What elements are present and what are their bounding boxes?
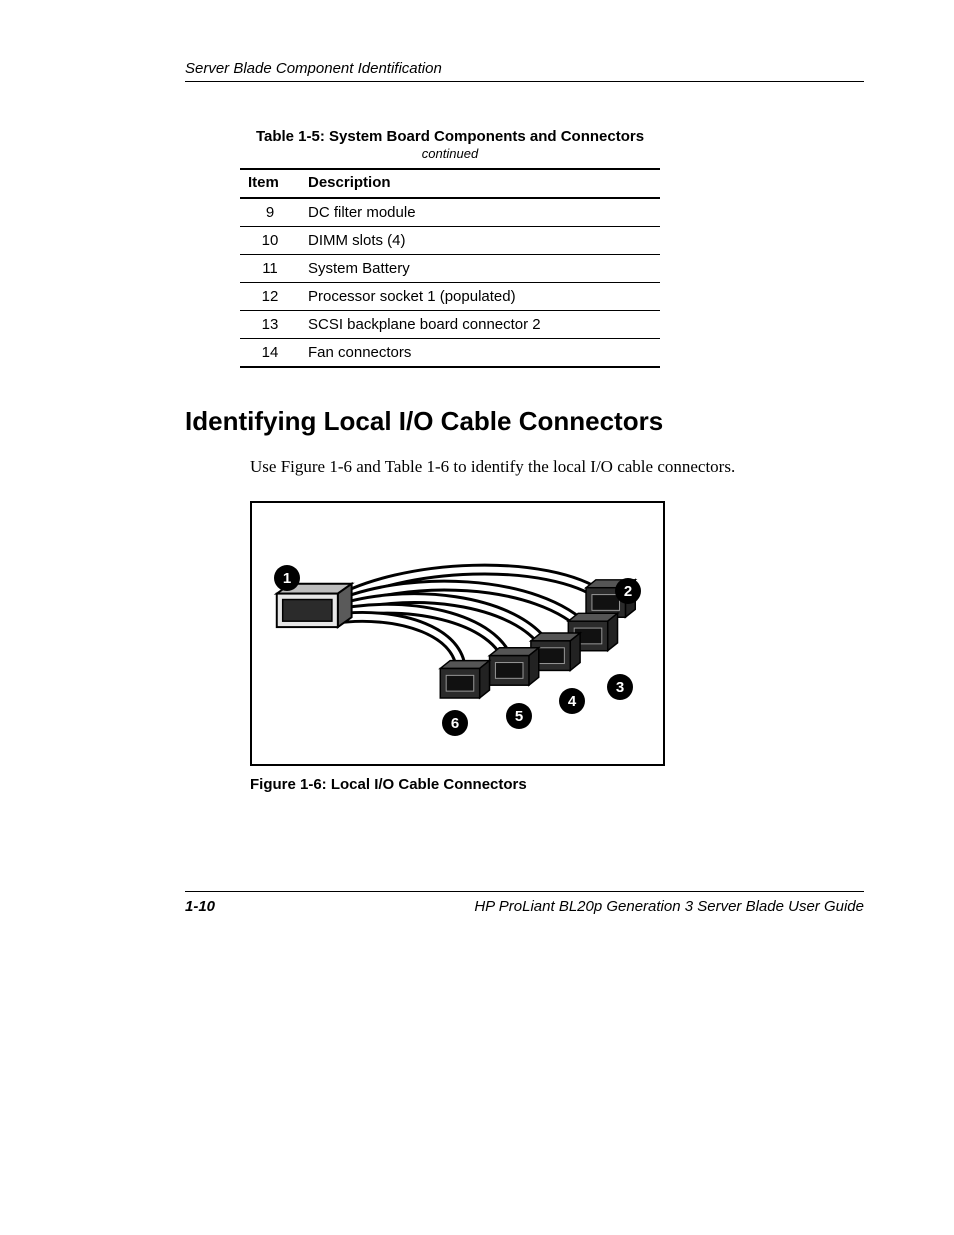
callout-5: 5 (506, 703, 532, 729)
cell-desc: Fan connectors (300, 339, 660, 368)
cell-item: 12 (240, 283, 300, 311)
running-header: Server Blade Component Identification (185, 60, 864, 82)
callout-6: 6 (442, 710, 468, 736)
cell-item: 9 (240, 198, 300, 227)
page-number: 1-10 (185, 898, 215, 915)
table-row: 9 DC filter module (240, 198, 660, 227)
components-table: Item Description 9 DC filter module 10 D… (240, 168, 660, 368)
page-footer: 1-10 HP ProLiant BL20p Generation 3 Serv… (90, 891, 864, 915)
table-caption: Table 1-5: System Board Components and C… (240, 128, 660, 162)
cell-desc: System Battery (300, 255, 660, 283)
table-row: 12 Processor socket 1 (populated) (240, 283, 660, 311)
callout-4: 4 (559, 688, 585, 714)
section-heading: Identifying Local I/O Cable Connectors (185, 406, 864, 437)
components-table-block: Table 1-5: System Board Components and C… (240, 128, 660, 368)
cell-desc: SCSI backplane board connector 2 (300, 311, 660, 339)
table-caption-prefix: Table 1-5: (256, 128, 329, 145)
col-header-item: Item (240, 169, 300, 198)
cell-item: 14 (240, 339, 300, 368)
cell-desc: DIMM slots (4) (300, 227, 660, 255)
callout-1: 1 (274, 565, 300, 591)
cell-item: 13 (240, 311, 300, 339)
cell-desc: DC filter module (300, 198, 660, 227)
col-header-description: Description (300, 169, 660, 198)
table-row: 14 Fan connectors (240, 339, 660, 368)
cell-item: 10 (240, 227, 300, 255)
table-caption-title: System Board Components and Connectors (329, 128, 644, 145)
table-row: 10 DIMM slots (4) (240, 227, 660, 255)
figure-caption: Figure 1-6: Local I/O Cable Connectors (250, 776, 864, 793)
section-intro: Use Figure 1-6 and Table 1-6 to identify… (250, 457, 864, 477)
cell-item: 11 (240, 255, 300, 283)
cell-desc: Processor socket 1 (populated) (300, 283, 660, 311)
table-row: 13 SCSI backplane board connector 2 (240, 311, 660, 339)
footer-title: HP ProLiant BL20p Generation 3 Server Bl… (474, 898, 864, 915)
table-caption-continued: continued (422, 146, 478, 161)
callout-3: 3 (607, 674, 633, 700)
callout-2: 2 (615, 578, 641, 604)
table-row: 11 System Battery (240, 255, 660, 283)
figure-box: 1 2 3 4 5 6 (250, 501, 665, 766)
